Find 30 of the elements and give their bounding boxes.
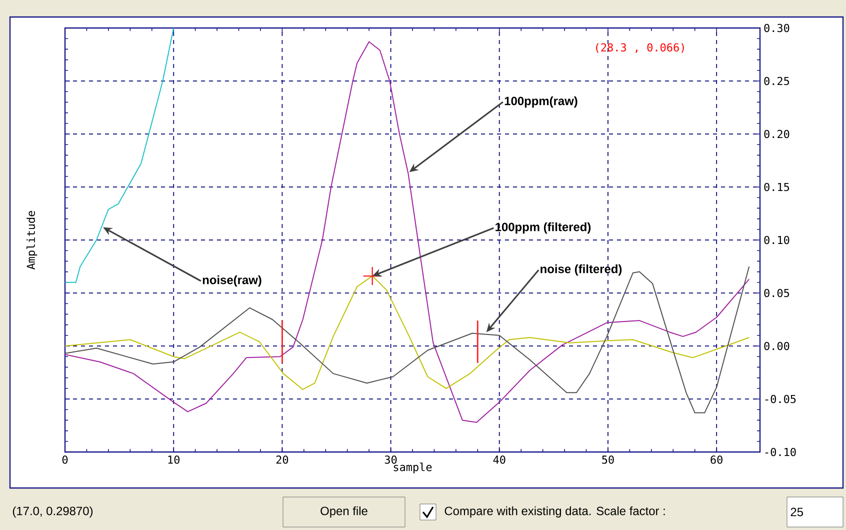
x-tick-label: 40 <box>493 456 506 464</box>
line-series <box>65 41 750 423</box>
y-tick-label: 0.05 <box>764 288 790 298</box>
x-axis-title: sample <box>394 462 432 474</box>
text: 25 <box>790 508 803 516</box>
x-tick-label: 50 <box>602 456 614 464</box>
text: Open file <box>320 506 368 518</box>
annotation: 100ppm(raw) <box>504 96 578 108</box>
y-tick-label: 0.20 <box>764 130 790 138</box>
text: (17.0, 0.29870) <box>12 506 93 518</box>
x-tick-label: 30 <box>384 456 397 464</box>
y-tick-label: 0.10 <box>764 236 790 244</box>
annotation: noise (filtered) <box>540 264 622 276</box>
y-tick-label: 0.15 <box>764 182 790 192</box>
line-series <box>65 28 174 283</box>
x-tick-label: 10 <box>168 456 180 464</box>
y-tick-label: -0.10 <box>765 448 796 456</box>
text: Compare with existing data. Scale factor : <box>444 506 665 518</box>
y-tick-label: 0.30 <box>764 24 790 32</box>
line-series <box>65 266 750 414</box>
x-tick-label: 60 <box>710 456 722 464</box>
annotation: noise(raw) <box>202 275 262 287</box>
annotation: (28.3 , 0.066) <box>596 43 684 53</box>
y-tick-label: -0.05 <box>765 394 796 404</box>
y-tick-label: 0.25 <box>764 76 790 86</box>
x-tick-label: 0 <box>62 456 68 464</box>
y-axis-title: Amplitude <box>26 210 38 270</box>
annotation: 100ppm (filtered) <box>496 222 591 234</box>
x-tick-label: 20 <box>276 456 288 464</box>
y-tick-label: 0.00 <box>764 342 790 350</box>
